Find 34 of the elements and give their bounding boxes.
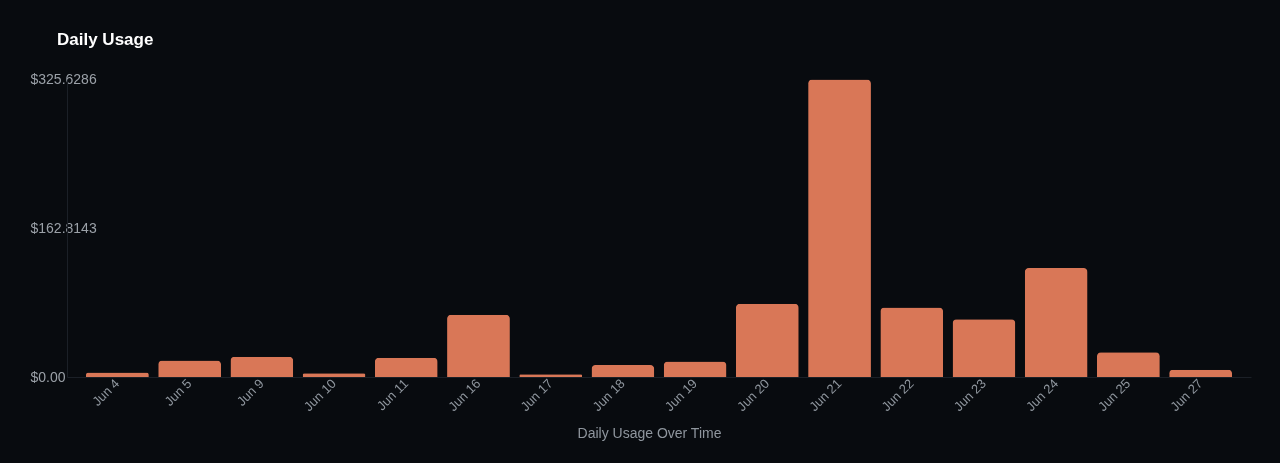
bar (952, 319, 1016, 377)
y-tick-label: $325.6286 (30, 70, 97, 87)
bar (1096, 352, 1160, 377)
x-tick-label: Jun 11 (373, 375, 412, 414)
x-tick-label: Jun 19 (661, 375, 701, 415)
bar (663, 361, 727, 377)
x-tick-label: Jun 27 (1167, 375, 1206, 415)
bar (591, 365, 655, 377)
y-tick-label: $0.00 (30, 368, 66, 385)
bar (447, 314, 510, 377)
bar (230, 356, 294, 377)
chart-title: Daily Usage (57, 30, 154, 49)
x-tick-label: Jun 10 (300, 375, 339, 415)
x-tick-label: Jun 24 (1022, 375, 1062, 415)
x-tick-label: Jun 22 (878, 375, 917, 415)
x-tick-label: Jun 4 (89, 375, 123, 409)
x-tick-label: Jun 9 (233, 375, 267, 409)
bar (1024, 268, 1088, 377)
x-tick-label: Jun 16 (445, 375, 484, 415)
bar (374, 357, 438, 377)
bar (158, 360, 222, 377)
x-tick-label: Jun 20 (734, 375, 773, 415)
x-tick-label: Jun 25 (1095, 375, 1134, 415)
x-tick-label: Jun 17 (517, 375, 556, 415)
x-tick-label: Jun 5 (161, 375, 195, 409)
bar (808, 79, 871, 377)
x-tick-label: Jun 18 (589, 375, 628, 415)
y-tick-label: $162.8143 (30, 219, 97, 236)
x-axis-title: Daily Usage Over Time (577, 424, 722, 441)
x-tick-label: Jun 23 (950, 375, 989, 415)
bar (1169, 369, 1233, 377)
bar (735, 303, 799, 377)
x-tick-label: Jun 21 (806, 375, 845, 415)
bar (880, 307, 944, 377)
